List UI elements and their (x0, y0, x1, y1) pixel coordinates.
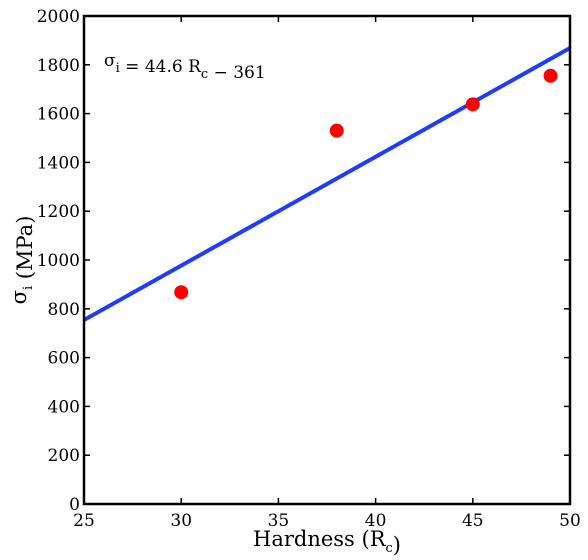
x-axis-ticks: 25 30 35 40 45 50 (73, 16, 581, 531)
x-tick-label: 50 (559, 511, 581, 531)
data-point (329, 123, 344, 138)
data-point (465, 97, 480, 112)
y-tick-label: 1600 (37, 105, 80, 125)
x-axis-label: Hardness (Rc) (253, 527, 401, 557)
y-tick-label: 200 (48, 446, 80, 466)
y-axis-ticks: 0 200 400 600 800 1000 1200 1400 1600 1800 2000 (37, 7, 570, 515)
x-tick-label: 25 (73, 511, 95, 531)
y-tick-label: 800 (48, 300, 80, 320)
data-points (174, 68, 558, 300)
y-tick-label: 600 (48, 349, 80, 369)
fit-line (83, 46, 571, 322)
y-axis-label: σi (MPa) (7, 216, 37, 305)
data-point (543, 68, 558, 83)
y-tick-label: 1000 (37, 251, 80, 271)
y-tick-label: 1400 (37, 153, 80, 173)
data-point (174, 285, 189, 300)
plot-frame (82, 14, 572, 506)
fit-line-group (83, 46, 571, 322)
x-tick-label: 30 (170, 511, 192, 531)
y-tick-label: 1200 (37, 202, 80, 222)
y-tick-label: 2000 (37, 7, 80, 27)
x-tick-label: 35 (268, 511, 290, 531)
fit-equation-annotation: σi = 44.6 Rc − 361 (104, 51, 266, 83)
y-tick-label: 1800 (37, 56, 80, 76)
x-tick-label: 45 (462, 511, 484, 531)
y-tick-label: 0 (69, 495, 80, 515)
x-tick-label: 40 (365, 511, 387, 531)
y-tick-label: 400 (48, 397, 80, 417)
